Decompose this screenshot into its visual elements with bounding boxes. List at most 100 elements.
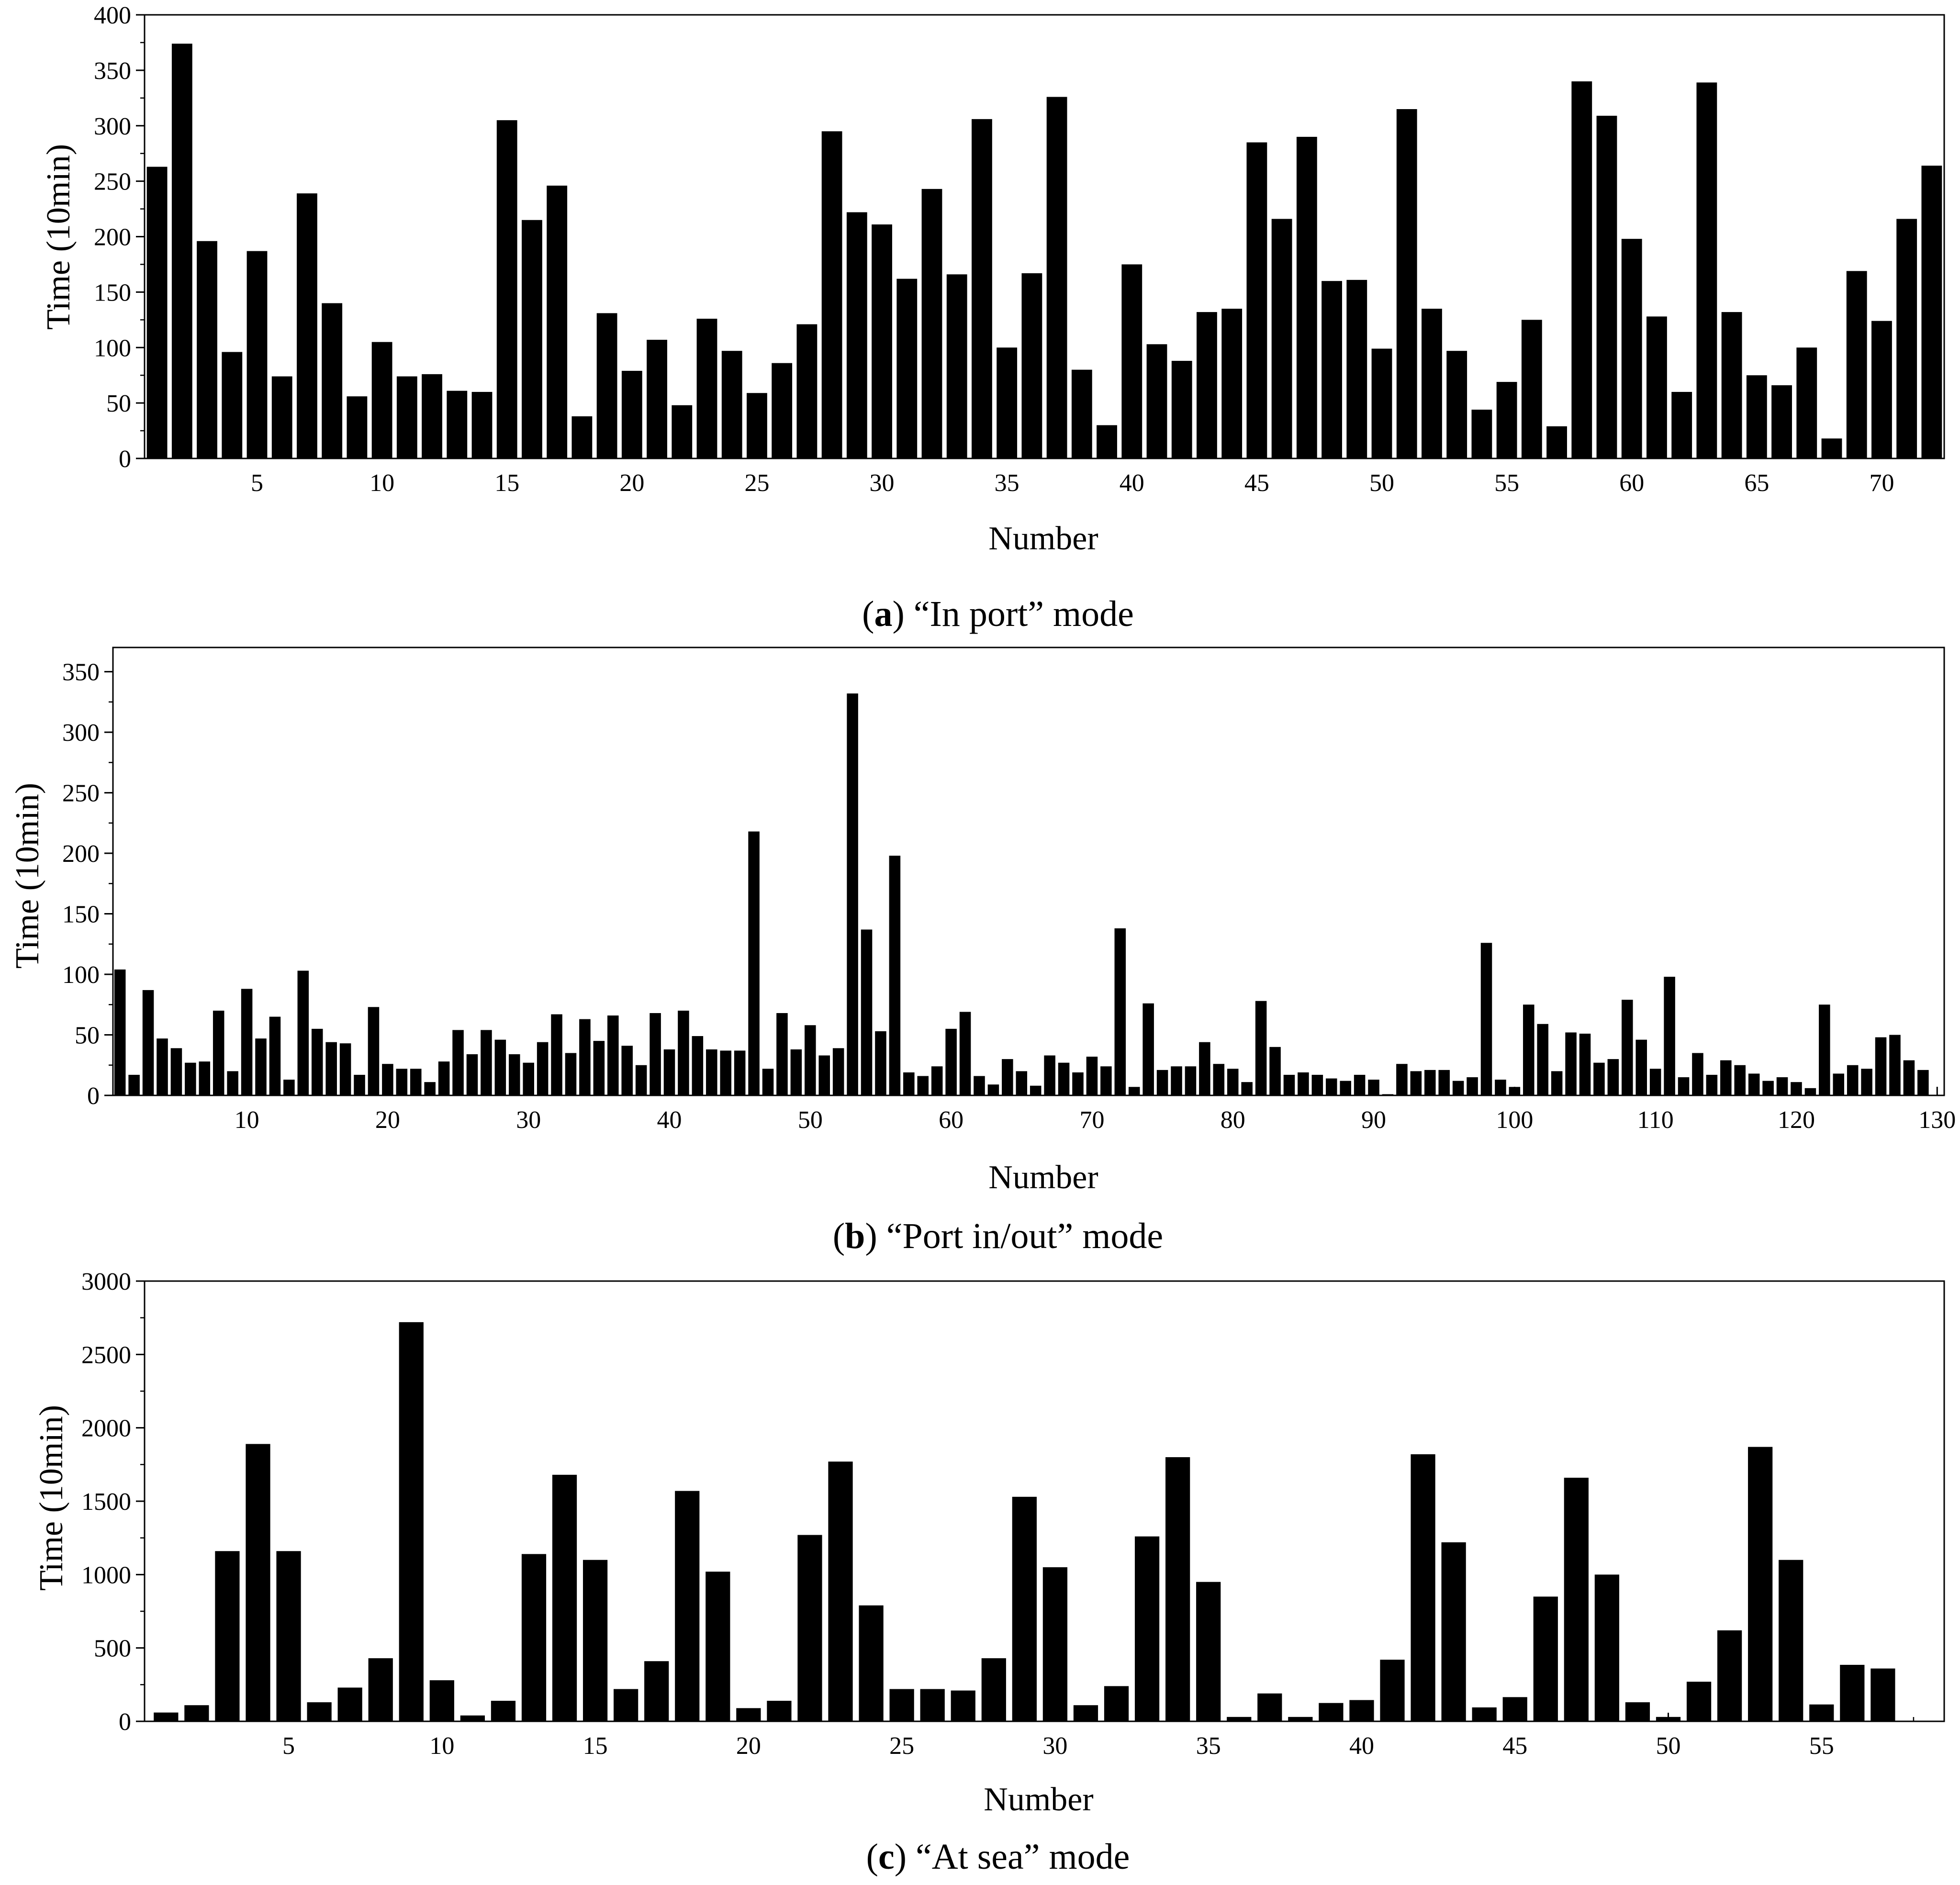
bar-a-8	[322, 303, 343, 458]
bar-c-57	[1870, 1668, 1895, 1721]
bar-a-34	[972, 119, 992, 459]
bar-a-12	[422, 374, 442, 458]
bar-a-69	[1846, 271, 1867, 458]
bar-a-59	[1596, 115, 1617, 458]
bar-b-83	[1269, 1047, 1281, 1095]
bar-b-53	[847, 693, 858, 1095]
bar-a-23	[696, 319, 717, 458]
x-tick-label-b: 130	[1918, 1106, 1956, 1134]
x-tick-label-a: 15	[494, 469, 519, 497]
bar-b-87	[1325, 1078, 1337, 1095]
bar-b-86	[1311, 1074, 1323, 1095]
bar-b-129	[1917, 1070, 1929, 1095]
bar-b-72	[1114, 928, 1126, 1095]
panel-c-caption: (c) “At sea” mode	[866, 1837, 1130, 1877]
panel-b-caption-text: “Port in/out” mode	[886, 1216, 1163, 1256]
bar-c-23	[828, 1461, 853, 1721]
bar-b-80	[1227, 1069, 1239, 1095]
bar-a-56	[1521, 320, 1542, 458]
bar-a-62	[1671, 391, 1692, 458]
panel-b-y-axis-label: Time (10min)	[9, 783, 46, 969]
x-tick-label-b: 70	[1079, 1106, 1104, 1134]
bar-a-27	[796, 324, 818, 458]
bar-b-49	[790, 1049, 802, 1095]
panel-b-ticks	[104, 671, 1938, 1096]
bar-a-40	[1121, 264, 1142, 458]
panel-c-x-axis-label: Number	[984, 1781, 1093, 1818]
bar-b-33	[565, 1053, 577, 1095]
bar-a-9	[347, 396, 368, 458]
bar-b-43	[706, 1049, 717, 1095]
x-tick-label-b: 90	[1361, 1106, 1386, 1134]
bar-b-62	[974, 1076, 985, 1095]
x-tick-label-b: 80	[1221, 1106, 1245, 1134]
y-tick-label-c: 1500	[81, 1488, 131, 1516]
x-tick-label-c: 20	[736, 1732, 761, 1760]
bar-c-48	[1594, 1574, 1620, 1721]
bar-a-36	[1021, 273, 1042, 458]
bar-a-55	[1496, 382, 1517, 458]
bar-a-5	[246, 251, 268, 458]
bar-b-13	[283, 1080, 295, 1095]
bar-b-41	[678, 1010, 689, 1095]
panel-c-ticks	[136, 1280, 1915, 1722]
bar-b-68	[1058, 1062, 1070, 1095]
bar-c-4	[246, 1444, 270, 1721]
bar-c-32	[1104, 1686, 1129, 1721]
bar-b-3	[142, 990, 154, 1095]
y-tick-label-c: 0	[119, 1708, 131, 1736]
bar-b-107	[1607, 1059, 1619, 1095]
bar-b-35	[593, 1041, 605, 1095]
panel-b-caption: (b) “Port in/out” mode	[833, 1216, 1163, 1256]
bar-b-25	[452, 1030, 464, 1095]
bar-b-22	[410, 1069, 422, 1095]
x-tick-label-a: 60	[1619, 469, 1644, 497]
bar-a-11	[396, 376, 417, 458]
bar-b-119	[1776, 1077, 1788, 1095]
panel-a-caption-text: “In port” mode	[914, 594, 1134, 634]
bar-a-61	[1646, 316, 1667, 458]
x-tick-label-c: 45	[1502, 1732, 1527, 1760]
y-tick-label-a: 50	[106, 390, 131, 417]
bar-b-78	[1199, 1042, 1210, 1095]
y-tick-label-b: 250	[62, 780, 100, 807]
bar-b-1	[114, 969, 126, 1095]
bar-b-69	[1072, 1072, 1084, 1095]
bar-b-57	[903, 1072, 915, 1095]
x-tick-label-c: 55	[1809, 1732, 1834, 1760]
bar-b-118	[1762, 1081, 1774, 1095]
bar-b-16	[325, 1042, 337, 1095]
panel-c-tick-labels: 5 10 15 20 25 30 35 40 45 50 55 0 500 1000 1500 2000 250…	[81, 1268, 1834, 1760]
bar-c-22	[797, 1535, 822, 1721]
bar-b-127	[1889, 1035, 1901, 1095]
y-tick-label-c: 1000	[81, 1562, 131, 1589]
bar-a-58	[1571, 81, 1592, 459]
bar-b-111	[1664, 977, 1675, 1095]
x-tick-label-a: 65	[1744, 469, 1769, 497]
bar-a-15	[496, 120, 517, 458]
bar-b-28	[494, 1039, 506, 1095]
bar-c-33	[1134, 1536, 1160, 1721]
panel-c-bars	[154, 1322, 1895, 1721]
panel-c: 5 10 15 20 25 30 35 40 45 50 55 0 500 1000 1500 2000 250…	[33, 1268, 1945, 1877]
x-tick-label-c: 5	[282, 1732, 295, 1760]
x-tick-label-b: 120	[1778, 1106, 1815, 1134]
bar-b-101	[1523, 1004, 1534, 1095]
bar-b-51	[818, 1055, 830, 1095]
bar-a-49	[1346, 279, 1367, 458]
bar-a-28	[821, 131, 842, 459]
bar-c-30	[1042, 1567, 1068, 1721]
bar-a-20	[621, 370, 642, 458]
x-tick-label-a: 5	[251, 469, 263, 497]
bar-a-31	[896, 279, 918, 458]
bar-b-45	[734, 1050, 746, 1095]
bar-c-41	[1380, 1660, 1405, 1721]
bar-b-116	[1734, 1065, 1746, 1095]
x-tick-label-c: 35	[1196, 1732, 1221, 1760]
bar-b-40	[663, 1049, 675, 1095]
y-tick-label-a: 350	[94, 57, 131, 85]
bar-c-13	[521, 1554, 547, 1721]
x-tick-label-b: 10	[235, 1106, 259, 1134]
bar-a-10	[371, 342, 392, 458]
x-tick-label-a: 10	[370, 469, 394, 497]
